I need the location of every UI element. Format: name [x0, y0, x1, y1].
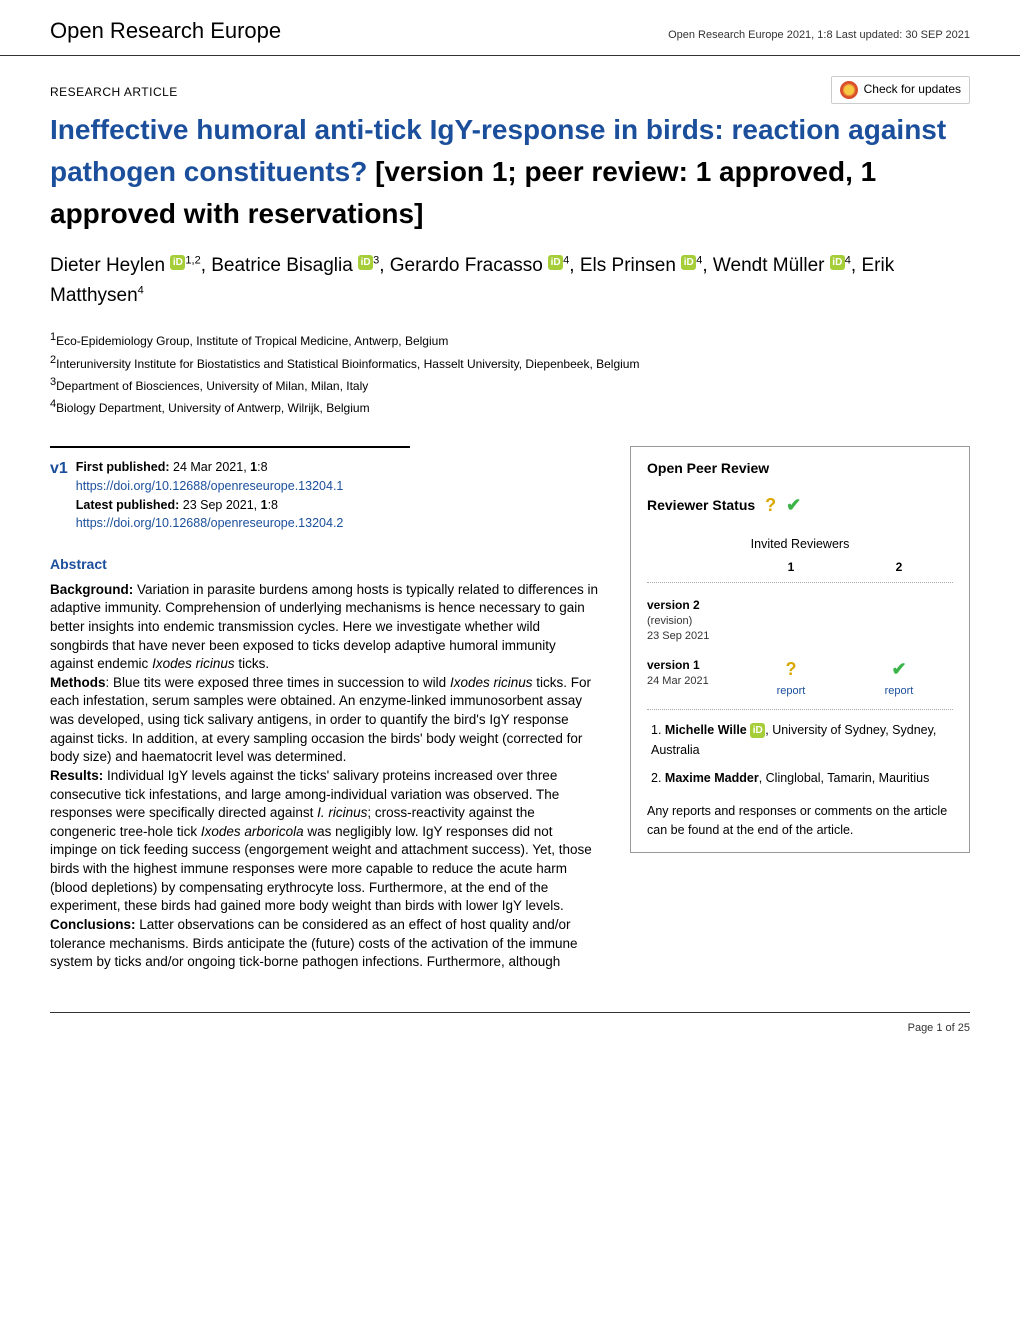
- author[interactable]: Wendt Müller iD4: [713, 255, 851, 276]
- status-check-icon: ✔: [845, 657, 953, 682]
- version-badge: v1: [50, 458, 68, 533]
- abstract-body: Background: Variation in parasite burden…: [50, 581, 600, 972]
- check-updates-button[interactable]: Check for updates: [831, 76, 970, 104]
- article-title: Ineffective humoral anti-tick IgY-respon…: [50, 109, 970, 235]
- author-list: Dieter Heylen iD1,2, Beatrice Bisaglia i…: [50, 251, 970, 312]
- orcid-icon[interactable]: iD: [681, 255, 696, 270]
- content-area: Check for updates RESEARCH ARTICLE Ineff…: [0, 56, 1020, 972]
- reviewer-col-2: 2: [845, 559, 953, 576]
- main-left-column: v1 First published: 24 Mar 2021, 1:8 htt…: [50, 446, 600, 972]
- report-link[interactable]: report: [777, 685, 806, 697]
- affiliation: 1Eco-Epidemiology Group, Institute of Tr…: [50, 329, 970, 351]
- reviewer-list: Michelle Wille iD, University of Sydney,…: [647, 720, 953, 788]
- peer-review-sidebar: Open Peer Review Reviewer Status ? ✔ Inv…: [630, 446, 970, 853]
- reviewer-col-1: 1: [737, 559, 845, 576]
- version-name[interactable]: version 2: [647, 597, 737, 614]
- reviewer-item: Maxime Madder, Clinglobal, Tamarin, Maur…: [647, 768, 953, 788]
- latest-doi-link[interactable]: https://doi.org/10.12688/openreseurope.1…: [76, 516, 344, 530]
- publication-block: v1 First published: 24 Mar 2021, 1:8 htt…: [50, 458, 600, 533]
- review-table: Invited Reviewers 1 2 version 2 (revisio…: [647, 536, 953, 710]
- version-name[interactable]: version 1: [647, 657, 737, 674]
- peer-review-box: Open Peer Review Reviewer Status ? ✔ Inv…: [630, 446, 970, 853]
- latest-published: Latest published: 23 Sep 2021, 1:8: [76, 496, 344, 515]
- first-published: First published: 24 Mar 2021, 1:8: [76, 458, 344, 477]
- check-updates-label: Check for updates: [864, 81, 961, 98]
- orcid-icon[interactable]: iD: [548, 255, 563, 270]
- version-row: version 1 24 Mar 2021 ? report ✔ report: [647, 651, 953, 711]
- invited-reviewers-label: Invited Reviewers: [647, 536, 953, 560]
- status-question-icon: ?: [737, 657, 845, 682]
- first-doi-link[interactable]: https://doi.org/10.12688/openreseurope.1…: [76, 479, 344, 493]
- reviewer-item: Michelle Wille iD, University of Sydney,…: [647, 720, 953, 760]
- version-row: version 2 (revision) 23 Sep 2021: [647, 591, 953, 651]
- crossmark-icon: [840, 81, 858, 99]
- status-question-icon: ?: [765, 493, 776, 518]
- report-link[interactable]: report: [885, 685, 914, 697]
- affiliation: 4Biology Department, University of Antwe…: [50, 396, 970, 418]
- author[interactable]: Beatrice Bisaglia iD3: [211, 255, 379, 276]
- orcid-icon[interactable]: iD: [170, 255, 185, 270]
- header-meta: Open Research Europe 2021, 1:8 Last upda…: [668, 28, 970, 43]
- reviewer-status-row: Reviewer Status ? ✔: [647, 493, 953, 518]
- abstract-heading: Abstract: [50, 555, 600, 575]
- peer-footnote: Any reports and responses or comments on…: [647, 802, 953, 840]
- page-number: Page 1 of 25: [908, 1022, 970, 1034]
- peer-box-title: Open Peer Review: [647, 459, 953, 479]
- affiliation: 3Department of Biosciences, University o…: [50, 374, 970, 396]
- section-divider: [50, 446, 410, 448]
- brand-title: Open Research Europe: [50, 16, 281, 47]
- orcid-icon[interactable]: iD: [750, 723, 765, 738]
- orcid-icon[interactable]: iD: [830, 255, 845, 270]
- author[interactable]: Gerardo Fracasso iD4: [390, 255, 570, 276]
- author[interactable]: Els Prinsen iD4: [580, 255, 703, 276]
- status-check-icon: ✔: [786, 493, 801, 518]
- affiliation: 2Interuniversity Institute for Biostatis…: [50, 352, 970, 374]
- reviewer-status-label: Reviewer Status: [647, 496, 755, 516]
- author[interactable]: Dieter Heylen iD1,2: [50, 255, 201, 276]
- page-header: Open Research Europe Open Research Europ…: [0, 0, 1020, 56]
- page-footer: Page 1 of 25: [50, 1012, 970, 1056]
- orcid-icon[interactable]: iD: [358, 255, 373, 270]
- affiliation-list: 1Eco-Epidemiology Group, Institute of Tr…: [50, 329, 970, 418]
